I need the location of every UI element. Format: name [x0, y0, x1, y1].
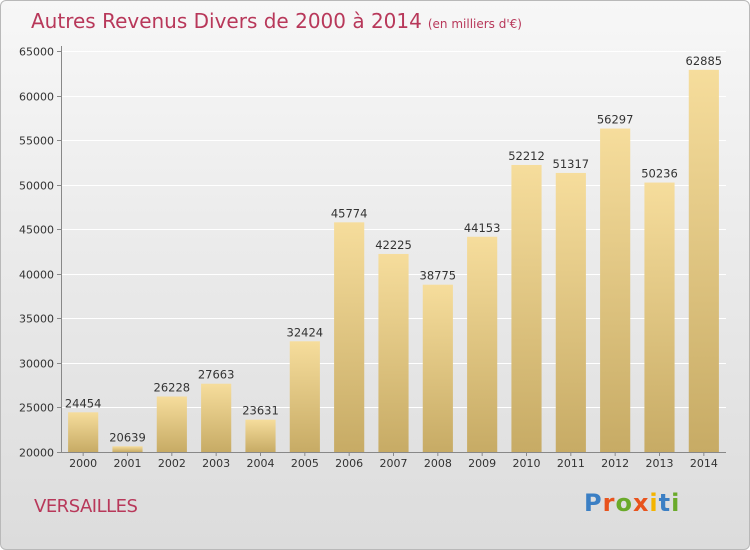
bar: [245, 419, 276, 452]
city-label: VERSAILLES: [34, 496, 138, 517]
value-label: 50236: [641, 167, 678, 181]
bar: [156, 396, 187, 452]
x-tick-label: 2014: [690, 457, 718, 470]
bar: [467, 236, 498, 452]
value-label: 42225: [375, 238, 412, 252]
title-main: Autres Revenus Divers de 2000 à 2014: [31, 9, 422, 33]
logo-letter: P: [584, 489, 603, 517]
x-tick-label: 2001: [114, 457, 142, 470]
bar: [68, 412, 99, 452]
bar: [334, 222, 365, 452]
x-tick-label: 2009: [468, 457, 496, 470]
labels: 24454 20639 26228 27663 23631 32424 45774 42225…: [65, 54, 722, 444]
y-tick-label: 60000: [19, 91, 54, 104]
value-label: 51317: [553, 157, 590, 171]
value-label: 38775: [420, 269, 457, 283]
logo-letter: o: [615, 489, 633, 517]
axes: 20000 25000 30000 35000 40000 45000 50000 55000…: [19, 46, 726, 470]
bar: [688, 69, 719, 453]
value-label: 26228: [154, 381, 191, 395]
logo-letter: x: [632, 489, 650, 517]
bar: [378, 253, 409, 452]
y-tick-label: 35000: [19, 313, 54, 326]
bar: [511, 164, 542, 452]
bar: [644, 182, 675, 452]
y-tick-label: 40000: [19, 269, 54, 282]
value-label: 32424: [287, 325, 324, 339]
x-tick-label: 2005: [291, 457, 319, 470]
y-tick-label: 50000: [19, 180, 54, 193]
chart-title: Autres Revenus Divers de 2000 à 2014 (en …: [31, 9, 522, 33]
bar: [422, 284, 453, 452]
value-label: 27663: [198, 368, 235, 382]
x-tick-label: 2007: [380, 457, 408, 470]
logo-letter: i: [649, 489, 659, 517]
y-tick-label: 65000: [19, 46, 54, 59]
x-tick-label: 2012: [601, 457, 629, 470]
value-label: 24454: [65, 396, 102, 410]
x-tick-label: 2000: [69, 457, 97, 470]
bar: [555, 172, 586, 453]
value-label: 62885: [686, 54, 723, 68]
x-tick-label: 2008: [424, 457, 452, 470]
x-tick-label: 2002: [158, 457, 186, 470]
bar: [600, 128, 631, 452]
bar: [289, 341, 320, 452]
x-tick-label: 2006: [335, 457, 363, 470]
x-tick-label: 2004: [247, 457, 275, 470]
value-label: 44153: [464, 221, 501, 235]
x-tick-label: 2013: [646, 457, 674, 470]
value-label: 45774: [331, 206, 368, 220]
y-tick-label: 55000: [19, 135, 54, 148]
bar: [112, 446, 143, 452]
y-tick-label: 45000: [19, 224, 54, 237]
x-tick-label: 2010: [513, 457, 541, 470]
value-label: 52212: [508, 149, 545, 163]
bars: [68, 69, 719, 453]
value-label: 20639: [109, 430, 146, 444]
x-tick-label: 2011: [557, 457, 585, 470]
x-tick-label: 2003: [202, 457, 230, 470]
value-label: 56297: [597, 113, 634, 127]
value-label: 23631: [242, 404, 279, 418]
y-tick-label: 30000: [19, 358, 54, 371]
proxiti-logo: Proxiti: [584, 489, 680, 517]
y-tick-label: 20000: [19, 447, 54, 460]
title-unit: (en milliers d'€): [427, 17, 522, 31]
y-tick-label: 25000: [19, 402, 54, 415]
bar: [201, 383, 232, 452]
logo-letter: t: [658, 489, 672, 517]
logo-letter: i: [671, 489, 681, 517]
logo-letter: r: [602, 489, 616, 517]
